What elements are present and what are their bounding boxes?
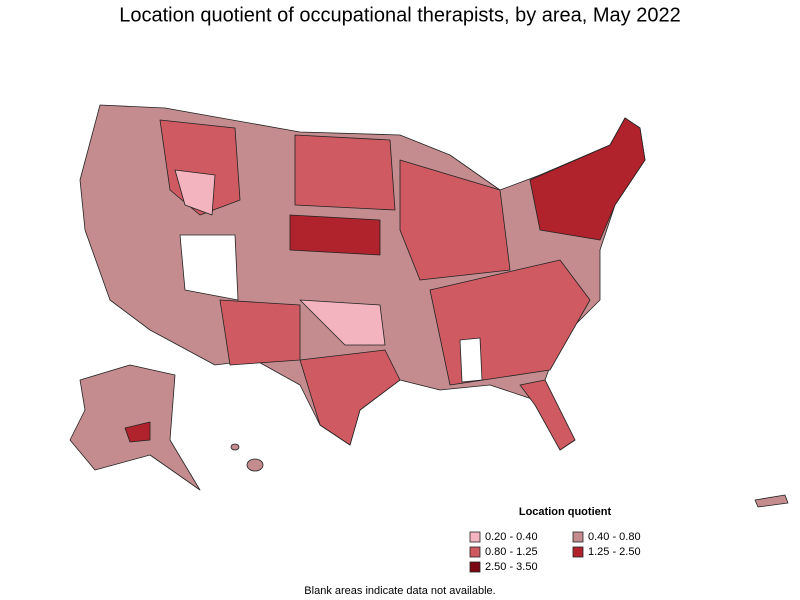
puerto-rico: [754, 494, 789, 508]
region-southwest: [219, 299, 301, 366]
alaska-south: [124, 421, 151, 443]
legend-label: 2.50 - 3.50: [485, 561, 538, 573]
legend-label: 0.20 - 0.40: [485, 531, 538, 543]
legend-label: 1.25 - 2.50: [588, 546, 641, 558]
region-utah: [179, 234, 239, 301]
legend: 0.20 - 0.40 0.40 - 0.80 0.80 - 1.25 1.25 - …: [469, 531, 641, 573]
legend-swatch: [469, 531, 481, 543]
legend-swatch: [469, 546, 481, 558]
region-oklahoma: [299, 299, 386, 346]
map: [69, 104, 789, 508]
region-texas: [299, 349, 401, 446]
hawaii: [246, 458, 264, 472]
region-midwest: [399, 159, 511, 281]
region-plains: [289, 214, 381, 256]
region-idaho: [174, 169, 216, 216]
legend-swatch: [469, 561, 481, 573]
hawaii-island: [230, 443, 240, 451]
legend-swatch: [572, 546, 584, 558]
legend-label: 0.80 - 1.25: [485, 546, 538, 558]
note: Blank areas indicate data not available.: [304, 585, 495, 597]
region-florida: [519, 379, 576, 451]
region-dakotas: [294, 134, 396, 211]
legend-title: Location quotient: [519, 506, 612, 518]
legend-swatch: [572, 531, 584, 543]
title: Location quotient of occupational therap…: [119, 4, 680, 26]
region-mississippi: [459, 337, 483, 383]
legend-label: 0.40 - 0.80: [588, 531, 641, 543]
region-northeast: [529, 117, 646, 241]
region-west: [159, 119, 241, 216]
